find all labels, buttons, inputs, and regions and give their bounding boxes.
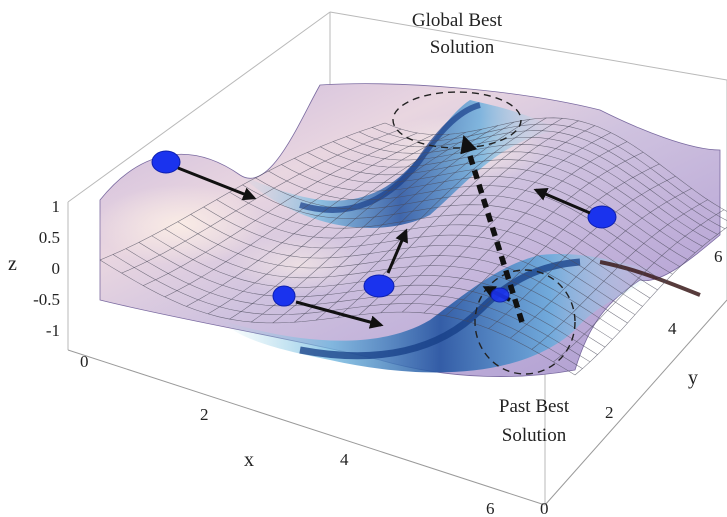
- x-tick-2: 2: [200, 405, 209, 424]
- mesh-line-v: [99, 259, 576, 376]
- x-axis-label: x: [244, 449, 254, 471]
- velocity-arrow: [533, 188, 591, 215]
- mesh-line-v: [345, 136, 718, 235]
- z-tick-neg1: -1: [46, 321, 60, 340]
- past-best-label-line2: Solution: [502, 425, 567, 446]
- y-tick-6: 6: [714, 247, 723, 266]
- mesh-line-v: [242, 184, 658, 291]
- mesh-line-v: [177, 221, 621, 332]
- global-best-label-line2: Solution: [430, 37, 495, 58]
- bounding-box: [67, 11, 727, 506]
- mesh-line-v: [125, 248, 591, 363]
- objective-surface: [95, 83, 727, 377]
- y-tick-4: 4: [668, 319, 677, 338]
- x-tick-6: 6: [486, 499, 495, 517]
- z-tick-1: 1: [52, 197, 61, 216]
- mesh-line-v: [255, 177, 666, 283]
- surface-mesh: [99, 117, 727, 376]
- x-tick-4: 4: [340, 450, 349, 469]
- y-axis: 0 2 4 6 y: [540, 247, 723, 517]
- particle-dot: [151, 150, 181, 174]
- particle-dot: [587, 205, 617, 229]
- particle-4: [533, 188, 617, 229]
- particle-dot: [490, 287, 510, 303]
- mesh-line-v: [307, 152, 696, 254]
- particle-1: [151, 150, 257, 201]
- global-best-direction-arrow: [460, 134, 525, 323]
- mesh-line-v: [229, 191, 651, 299]
- mesh-line-v: [294, 158, 688, 260]
- mesh-line-v: [203, 206, 636, 315]
- mesh-line-v: [333, 141, 711, 241]
- x-axis: 0 2 4 6 x: [80, 352, 495, 517]
- global-best-ring: [392, 91, 522, 149]
- mesh-line-v: [358, 130, 726, 229]
- velocity-arrow: [386, 228, 408, 274]
- velocity-arrow: [295, 300, 384, 329]
- velocity-arrow: [177, 166, 257, 201]
- mesh-line-v: [384, 117, 727, 212]
- mesh-line-v: [320, 146, 703, 247]
- mesh-line-v: [216, 199, 643, 307]
- mesh-line-v: [268, 170, 673, 275]
- z-axis-label: z: [8, 253, 17, 275]
- x-tick-0: 0: [80, 352, 89, 371]
- past-best-ring: [474, 269, 576, 375]
- mesh-line-v: [371, 123, 727, 221]
- z-tick-0: 0: [52, 259, 61, 278]
- particle-2: [272, 285, 384, 329]
- mesh-line-v: [112, 254, 583, 369]
- particle-3: [363, 228, 408, 298]
- y-axis-label: y: [688, 367, 698, 389]
- particle-dot: [272, 285, 296, 307]
- mesh-line-v: [190, 214, 628, 324]
- y-tick-2: 2: [605, 403, 614, 422]
- z-tick-0.5: 0.5: [39, 228, 60, 247]
- particle-dot: [363, 274, 395, 298]
- z-tick-neg0.5: -0.5: [33, 290, 60, 309]
- particle-5: [490, 287, 510, 303]
- z-axis: z 1 0.5 0 -0.5 -1: [8, 197, 60, 340]
- global-best-label-line1: Global Best: [412, 10, 503, 31]
- y-tick-0: 0: [540, 499, 549, 517]
- past-best-label-line1: Past Best: [499, 396, 570, 417]
